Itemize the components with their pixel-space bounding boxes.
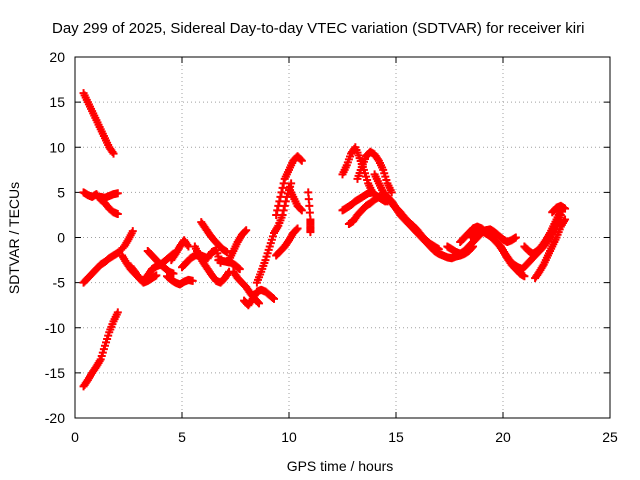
- data-point: [296, 155, 305, 164]
- y-tick-label: 0: [57, 230, 65, 246]
- data-point: [242, 226, 251, 235]
- data-point: [188, 276, 197, 285]
- data-point: [305, 208, 314, 217]
- data-point: [113, 210, 122, 219]
- data-point: [511, 233, 520, 242]
- axis-ticks: 0 5 10 15 20 25 -20 -15 -10 -5 0 5 10 15 20: [45, 49, 618, 445]
- y-tick-label: 15: [49, 94, 65, 110]
- y-tick-label: -5: [53, 275, 66, 291]
- y-tick-label: 10: [49, 139, 65, 155]
- data-point: [293, 224, 302, 233]
- data-point: [287, 179, 296, 188]
- data-point: [183, 240, 192, 249]
- data-points: [79, 89, 570, 391]
- y-tick-label: -10: [45, 320, 65, 336]
- grid-lines: [75, 57, 610, 418]
- y-tick-label: 20: [49, 49, 65, 65]
- data-point: [561, 204, 570, 213]
- data-point: [109, 149, 118, 158]
- data-point: [241, 227, 250, 236]
- data-point: [305, 201, 314, 210]
- data-point: [275, 197, 284, 206]
- x-axis-label: GPS time / hours: [287, 458, 394, 474]
- data-point: [296, 205, 305, 214]
- data-point: [255, 299, 264, 308]
- data-point: [113, 308, 122, 317]
- data-point: [273, 206, 282, 215]
- data-point: [108, 147, 117, 156]
- data-point: [292, 225, 301, 234]
- data-point: [113, 189, 122, 198]
- data-point: [561, 215, 570, 224]
- data-point: [279, 179, 288, 188]
- x-tick-label: 25: [602, 429, 618, 445]
- data-point: [235, 265, 244, 274]
- data-point: [297, 156, 306, 165]
- data-point: [169, 269, 178, 278]
- data-point: [276, 192, 285, 201]
- data-point: [304, 195, 313, 204]
- chart-title: Day 299 of 2025, Sidereal Day-to-day VTE…: [52, 20, 584, 37]
- data-point: [297, 206, 306, 215]
- data-point: [272, 210, 281, 219]
- data-point: [152, 271, 161, 280]
- data-point: [270, 294, 279, 303]
- data-point: [520, 272, 529, 281]
- x-tick-label: 5: [178, 429, 186, 445]
- data-point: [306, 228, 315, 237]
- x-tick-label: 10: [281, 429, 297, 445]
- x-tick-label: 20: [495, 429, 511, 445]
- data-point: [277, 188, 286, 197]
- data-point: [387, 188, 396, 197]
- data-point: [253, 298, 262, 307]
- data-point: [274, 201, 283, 210]
- data-point: [128, 227, 137, 236]
- x-tick-label: 15: [388, 429, 404, 445]
- y-tick-label: -20: [45, 410, 65, 426]
- y-tick-label: 5: [57, 184, 65, 200]
- y-tick-label: -15: [45, 365, 65, 381]
- data-point: [304, 188, 313, 197]
- x-tick-label: 0: [71, 429, 79, 445]
- y-axis-label: SDTVAR / TECUs: [6, 182, 22, 294]
